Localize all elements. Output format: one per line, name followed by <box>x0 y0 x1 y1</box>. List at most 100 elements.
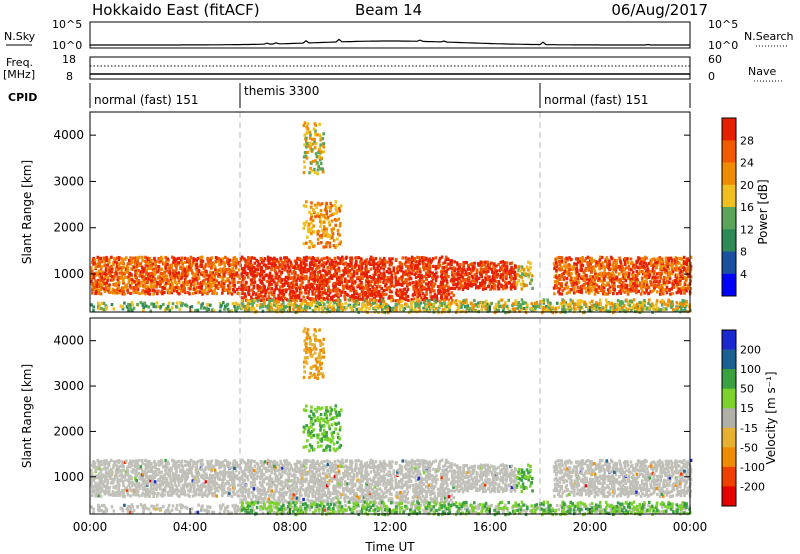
power-cell <box>593 269 597 273</box>
power-cell <box>422 256 426 260</box>
power-cell <box>205 273 209 277</box>
power-cell <box>643 304 646 308</box>
power-cell <box>502 309 505 313</box>
power-cell <box>317 164 320 168</box>
power-cell <box>659 274 662 278</box>
power-cell <box>239 280 243 285</box>
power-cell <box>337 232 340 236</box>
power-cell <box>390 282 394 286</box>
power-cell <box>452 293 455 297</box>
power-cell <box>631 305 634 309</box>
frequency-tick-top: 18 <box>62 53 76 66</box>
power-cell <box>634 305 638 309</box>
power-cell <box>259 294 263 298</box>
power-cell <box>596 274 600 278</box>
power-cell <box>407 277 410 281</box>
power-cell <box>643 291 646 295</box>
power-cell <box>440 269 443 274</box>
power-cell <box>337 261 340 265</box>
power-cell <box>391 298 395 302</box>
power-cell <box>248 302 252 306</box>
power-cell <box>608 275 612 280</box>
power-cell <box>519 303 523 307</box>
velocity-cell <box>97 494 100 498</box>
power-cell <box>300 291 303 295</box>
power-cell <box>144 272 148 276</box>
power-cell <box>654 260 657 264</box>
power-cell <box>295 299 298 303</box>
power-cell <box>655 299 659 303</box>
power-cell <box>181 271 185 275</box>
velocity-cell <box>90 469 93 473</box>
power-cell <box>594 263 598 267</box>
power-cell <box>445 284 448 288</box>
power-cell <box>114 282 118 286</box>
power-cell <box>520 276 524 280</box>
power-cell <box>180 266 183 270</box>
power-cell <box>344 271 348 275</box>
power-cell <box>578 289 581 293</box>
power-cell <box>334 268 337 273</box>
velocity-cell <box>609 508 613 512</box>
power-cell <box>220 262 223 266</box>
power-cell <box>513 270 517 274</box>
power-cell <box>358 282 362 286</box>
power-cell <box>354 303 358 307</box>
power-cell <box>463 277 467 282</box>
power-cell <box>142 305 146 309</box>
velocity-cell <box>488 504 491 508</box>
power-cell <box>154 261 157 265</box>
power-cell <box>258 285 261 289</box>
power-cell <box>489 287 492 291</box>
power-cell <box>515 281 519 285</box>
power-cell <box>268 299 271 303</box>
velocity-cell <box>557 508 560 512</box>
power-cell <box>228 263 231 267</box>
power-cell <box>305 268 308 272</box>
power-cell <box>262 298 266 302</box>
power-cell <box>337 279 341 283</box>
power-cell <box>342 262 346 266</box>
power-cell <box>240 296 244 300</box>
power-cell <box>155 259 158 263</box>
power-cell <box>633 273 636 278</box>
power-cell <box>310 201 313 205</box>
power-cell <box>438 259 441 263</box>
power-cell <box>230 292 234 296</box>
power-cell <box>643 275 647 279</box>
power-cell <box>197 301 200 305</box>
velocity-cell <box>502 508 506 512</box>
power-cell <box>569 280 573 284</box>
power-cell <box>685 289 688 293</box>
power-cell <box>668 288 672 292</box>
power-cell <box>203 290 207 295</box>
velocity-cell <box>317 510 321 514</box>
power-cell <box>213 281 217 285</box>
power-cell <box>318 276 322 280</box>
power-cell <box>255 303 259 308</box>
power-cell <box>348 269 352 273</box>
velocity-cell <box>91 463 94 468</box>
power-cell <box>309 217 313 221</box>
power-cell <box>428 287 432 291</box>
power-cell <box>90 266 93 270</box>
power-cell <box>509 278 513 282</box>
power-cell <box>201 270 204 274</box>
noise-search-label: N.Search <box>744 30 794 43</box>
power-cell <box>527 260 530 264</box>
power-cell <box>301 281 304 285</box>
velocity-cell <box>115 493 119 497</box>
power-cell <box>463 281 467 285</box>
power-cell <box>415 304 418 308</box>
power-cell <box>551 311 554 315</box>
power-cell <box>130 257 134 261</box>
power-cell <box>280 295 283 300</box>
power-cell <box>448 308 452 312</box>
power-cell <box>319 158 322 162</box>
power-cell <box>124 275 127 279</box>
power-cell <box>670 287 673 291</box>
power-cell <box>188 292 191 296</box>
power-cell <box>316 161 319 165</box>
velocity-cell <box>209 505 212 509</box>
power-cell <box>125 286 129 290</box>
